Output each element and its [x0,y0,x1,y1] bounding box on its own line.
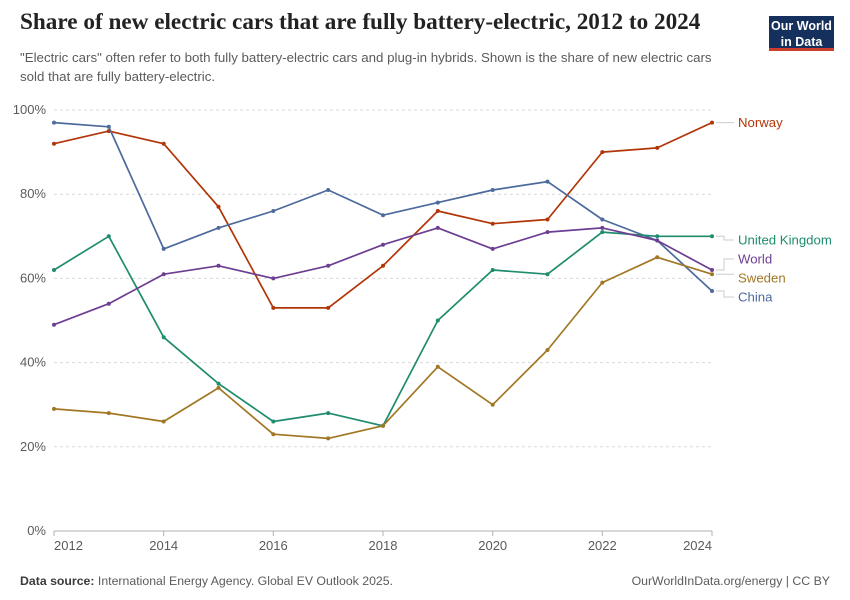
svg-text:2012: 2012 [54,538,83,553]
svg-text:100%: 100% [13,102,47,117]
svg-text:40%: 40% [20,355,46,370]
svg-text:World: World [738,252,772,267]
svg-text:2016: 2016 [259,538,288,553]
svg-text:2018: 2018 [369,538,398,553]
svg-text:20%: 20% [20,439,46,454]
svg-text:2014: 2014 [149,538,178,553]
svg-text:United Kingdom: United Kingdom [738,233,832,248]
svg-text:2022: 2022 [588,538,617,553]
svg-text:2020: 2020 [478,538,507,553]
svg-text:60%: 60% [20,270,46,285]
svg-text:80%: 80% [20,186,46,201]
svg-text:2024: 2024 [683,538,712,553]
svg-text:Sweden: Sweden [738,271,786,286]
svg-text:Norway: Norway [738,115,783,130]
svg-text:0%: 0% [27,523,46,538]
svg-text:China: China [738,290,773,305]
